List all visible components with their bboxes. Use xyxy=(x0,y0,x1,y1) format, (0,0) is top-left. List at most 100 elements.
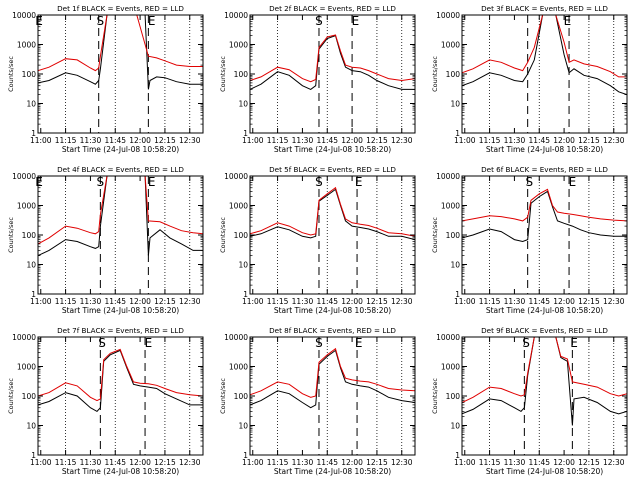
x-tick-label: 12:00 xyxy=(341,136,363,145)
y-tick-label: 1000 xyxy=(17,202,36,211)
series-line-events xyxy=(38,15,203,90)
y-tick-label: 1000 xyxy=(441,363,460,372)
chart-title: Det 4f BLACK = Events, RED = LLD xyxy=(57,165,184,174)
segment-marker-label: E xyxy=(570,336,578,350)
x-axis-label: Start Time (24-Jul-08 10:58:20) xyxy=(486,467,603,476)
x-tick-label: 11:15 xyxy=(55,136,77,145)
x-tick-label: 12:30 xyxy=(603,297,625,306)
series-line-events xyxy=(250,188,415,241)
series-line-lld xyxy=(462,337,627,403)
x-axis-label: Start Time (24-Jul-08 10:58:20) xyxy=(274,306,391,315)
y-tick-label: 10000 xyxy=(12,11,36,20)
segment-marker-label: E xyxy=(148,175,156,189)
x-tick-label: 12:15 xyxy=(154,136,176,145)
x-tick-label: 11:00 xyxy=(454,136,476,145)
y-tick-label: 10 xyxy=(450,100,460,109)
x-tick-label: 12:30 xyxy=(603,136,625,145)
y-tick-label: 10000 xyxy=(224,11,248,20)
x-tick-label: 12:00 xyxy=(129,297,151,306)
y-tick-label: 100 xyxy=(446,70,461,79)
y-axis-label: Counts/sec xyxy=(219,217,227,253)
series-line-events xyxy=(462,15,627,96)
y-tick-label: 1000 xyxy=(229,41,248,50)
x-tick-label: 11:15 xyxy=(267,297,289,306)
x-tick-label: 11:45 xyxy=(104,297,126,306)
series-line-lld xyxy=(38,15,203,72)
y-axis-label: Counts/sec xyxy=(219,378,227,414)
x-axis-label: Start Time (24-Jul-08 10:58:20) xyxy=(62,467,179,476)
x-tick-label: 11:00 xyxy=(30,136,52,145)
series-line-events xyxy=(462,190,627,243)
x-tick-label: 11:45 xyxy=(316,297,338,306)
y-axis-label: Counts/sec xyxy=(7,217,15,253)
y-tick-label: 1000 xyxy=(229,363,248,372)
x-tick-label: 12:30 xyxy=(179,458,201,467)
x-tick-label: 12:30 xyxy=(391,297,413,306)
series-line-lld xyxy=(250,186,415,237)
x-tick-label: 11:00 xyxy=(454,297,476,306)
chart-title: Det 9f BLACK = Events, RED = LLD xyxy=(481,326,608,335)
chart-title: Det 8f BLACK = Events, RED = LLD xyxy=(269,326,396,335)
y-tick-label: 10 xyxy=(450,422,460,431)
y-axis-label: Counts/sec xyxy=(431,56,439,92)
y-tick-label: 10000 xyxy=(12,172,36,181)
y-tick-label: 1000 xyxy=(441,202,460,211)
x-tick-label: 11:30 xyxy=(504,136,526,145)
x-tick-label: 12:30 xyxy=(391,458,413,467)
chart-title: Det 7f BLACK = Events, RED = LLD xyxy=(57,326,184,335)
chart-title: Det 5f BLACK = Events, RED = LLD xyxy=(269,165,396,174)
x-tick-label: 11:30 xyxy=(292,297,314,306)
y-tick-label: 10 xyxy=(26,100,36,109)
y-tick-label: 1 xyxy=(31,129,36,138)
x-tick-label: 12:30 xyxy=(179,297,201,306)
plot-frame xyxy=(461,336,628,456)
y-tick-label: 1000 xyxy=(441,41,460,50)
series-line-lld xyxy=(250,347,415,398)
x-tick-label: 11:45 xyxy=(104,136,126,145)
series-line-lld xyxy=(250,34,415,83)
x-tick-label: 11:45 xyxy=(528,136,550,145)
series-line-events xyxy=(250,34,415,90)
x-tick-label: 12:15 xyxy=(154,297,176,306)
y-axis-label: Counts/sec xyxy=(431,217,439,253)
x-axis-label: Start Time (24-Jul-08 10:58:20) xyxy=(486,306,603,315)
y-axis-label: Counts/sec xyxy=(7,56,15,92)
y-tick-label: 1 xyxy=(455,451,460,460)
y-tick-label: 1 xyxy=(243,129,248,138)
y-tick-label: 10000 xyxy=(224,333,248,342)
plot-frame xyxy=(249,175,416,295)
y-tick-label: 1 xyxy=(31,451,36,460)
x-tick-label: 11:45 xyxy=(528,297,550,306)
x-tick-label: 12:00 xyxy=(341,297,363,306)
series-line-lld xyxy=(462,188,627,222)
y-tick-label: 1 xyxy=(455,290,460,299)
y-tick-label: 10 xyxy=(26,261,36,270)
y-tick-label: 1000 xyxy=(17,41,36,50)
series-line-lld xyxy=(462,15,627,78)
y-tick-label: 10 xyxy=(26,422,36,431)
segment-marker-label: S xyxy=(97,175,105,189)
segment-marker-label: S xyxy=(315,175,323,189)
x-tick-label: 11:30 xyxy=(504,458,526,467)
x-axis-label: Start Time (24-Jul-08 10:58:20) xyxy=(274,467,391,476)
x-axis-label: Start Time (24-Jul-08 10:58:20) xyxy=(62,145,179,154)
segment-marker-label: E xyxy=(148,14,156,28)
x-axis-label: Start Time (24-Jul-08 10:58:20) xyxy=(274,145,391,154)
x-tick-label: 11:30 xyxy=(292,458,314,467)
segment-marker-label: E xyxy=(355,336,363,350)
x-tick-label: 11:15 xyxy=(479,297,501,306)
segment-marker-label: S xyxy=(98,336,106,350)
segment-marker-label: E xyxy=(145,336,153,350)
chart-title: Det 1f BLACK = Events, RED = LLD xyxy=(57,4,184,13)
y-tick-label: 10000 xyxy=(436,11,460,20)
y-tick-label: 1 xyxy=(243,290,248,299)
series-line-events xyxy=(462,337,627,426)
x-tick-label: 12:00 xyxy=(129,136,151,145)
y-tick-label: 1000 xyxy=(229,202,248,211)
x-tick-label: 12:00 xyxy=(129,458,151,467)
